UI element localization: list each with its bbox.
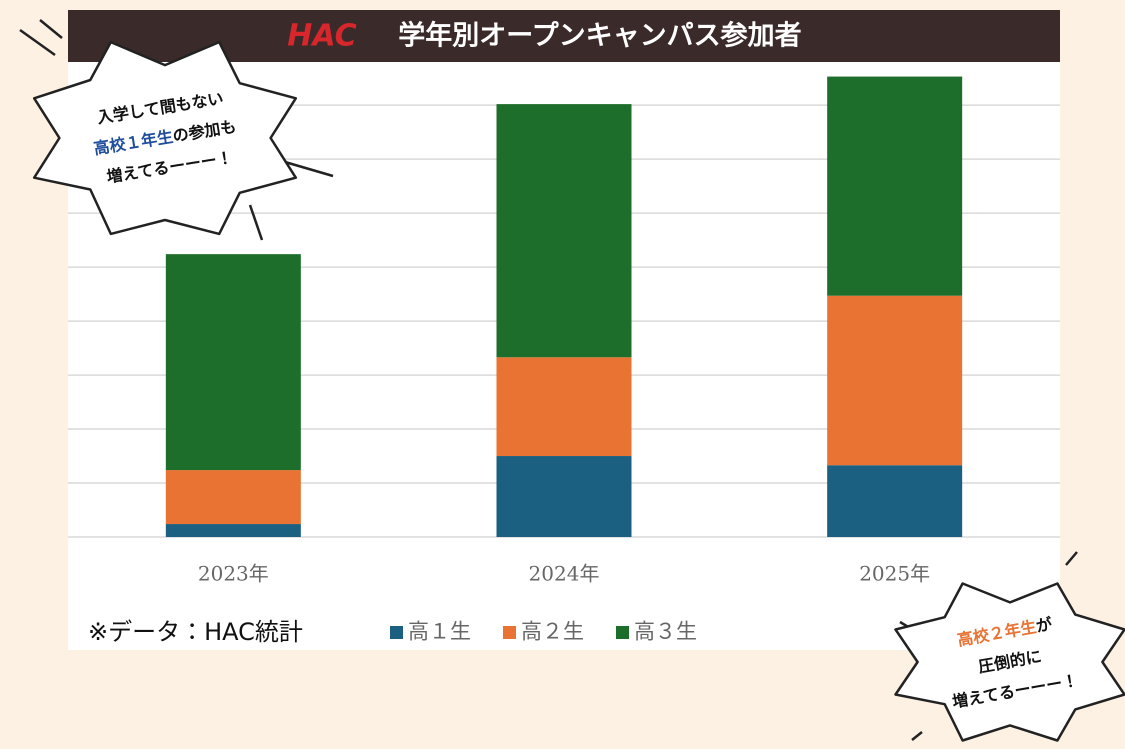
legend-swatch xyxy=(503,626,516,639)
bar-segment xyxy=(827,465,963,537)
x-tick-label: 2025年 xyxy=(859,562,930,586)
chart-title: 学年別オープンキャンパス参加者 xyxy=(398,20,801,52)
bar-segment xyxy=(165,524,301,537)
accent-line xyxy=(1065,551,1078,566)
legend-swatch xyxy=(616,626,629,639)
bar-segment xyxy=(165,470,301,525)
legend: 高１生 高２生 高３生 xyxy=(390,620,697,644)
annotation-text: が xyxy=(1034,614,1053,635)
bar-segment xyxy=(496,456,632,537)
bar-segment xyxy=(827,295,963,466)
accent-line xyxy=(39,19,63,39)
accent-line xyxy=(284,160,334,178)
x-tick-label: 2024年 xyxy=(529,562,600,586)
bar-segment xyxy=(165,254,301,471)
legend-swatch xyxy=(390,626,403,639)
accent-line xyxy=(911,731,923,741)
bar-segment xyxy=(827,76,963,296)
x-tick-label: 2023年 xyxy=(198,562,269,586)
legend-label: 高２生 xyxy=(521,620,584,644)
title-bar xyxy=(68,10,1060,62)
speech-bubble xyxy=(32,40,298,236)
bar-segment xyxy=(496,104,632,358)
bar-segment xyxy=(496,357,632,457)
accent-line xyxy=(248,204,264,241)
logo: HAC xyxy=(287,19,356,54)
speech-bubble xyxy=(894,582,1125,742)
legend-label: 高３生 xyxy=(634,620,697,644)
plot: 2023年 2024年 2025年 xyxy=(68,76,1060,586)
accent-line xyxy=(19,28,56,57)
annotations: 入学して間もない高校１年生の参加も増えてるーーー！高校２年生が圧倒的に増えてるー… xyxy=(19,19,1125,742)
source: ※データ：HAC統計 xyxy=(88,618,303,646)
legend-label: 高１生 xyxy=(408,620,471,644)
